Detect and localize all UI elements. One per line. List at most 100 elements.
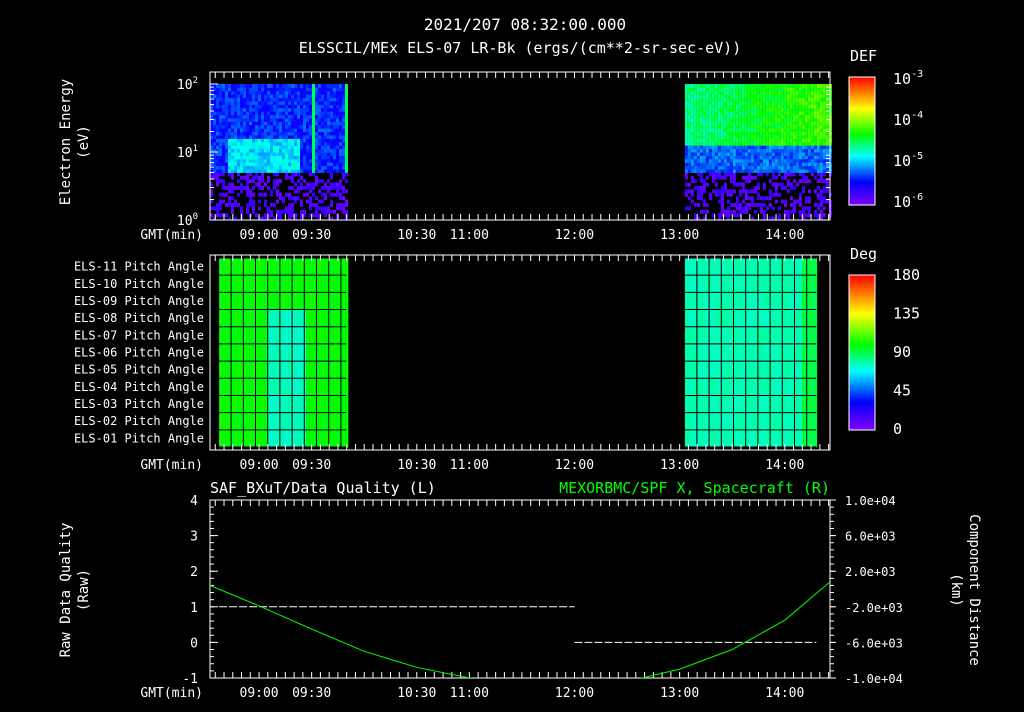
pitch-cell [693, 412, 698, 431]
spectrogram-cell [261, 131, 264, 136]
spectrogram-cell [780, 111, 784, 116]
spectrogram-cell [702, 100, 706, 105]
spectrogram-cell [231, 117, 234, 122]
spectrogram-cell [264, 97, 267, 102]
spectrogram-cell [810, 138, 814, 143]
pitch-cell [246, 395, 250, 414]
spectrogram-cell [327, 121, 330, 126]
spectrogram-cell [801, 168, 805, 173]
spectrogram-cell [321, 168, 324, 173]
spectrogram-cell [315, 128, 318, 133]
pitch-cell [774, 429, 779, 448]
spectrogram-cell [786, 155, 790, 160]
spectrogram-cell [741, 111, 745, 116]
pitch-cell [741, 309, 746, 328]
spectrogram-cell [813, 131, 817, 136]
spectrogram-cell [303, 155, 306, 160]
pitch-cell [309, 361, 313, 379]
spectrogram-cell [231, 145, 234, 150]
spectrogram-cell [303, 134, 306, 139]
spectrogram-cell [705, 100, 709, 105]
spectrogram-cell [771, 131, 775, 136]
spectrogram-cell [783, 199, 787, 204]
spectrogram-cell [720, 124, 724, 129]
spectrogram-cell [759, 100, 763, 105]
spectrogram-cell [750, 199, 754, 204]
spectrogram-cell [699, 145, 703, 150]
spectrogram-cell [318, 94, 321, 99]
spectrogram-cell [720, 107, 724, 112]
spectrogram-cell [759, 196, 763, 201]
spectrogram-cell [813, 138, 817, 143]
pitch-cell [750, 343, 755, 362]
spectrogram-cell [714, 175, 718, 180]
spectrogram-cell [777, 114, 781, 119]
pitch-cell [288, 412, 292, 431]
spectrogram-cell [705, 175, 709, 180]
spectrogram-cell [732, 162, 736, 167]
spectrogram-cell [741, 138, 745, 143]
spectrogram-cell [261, 155, 264, 160]
pitch-cell [789, 275, 794, 293]
spectrogram-cell [333, 117, 336, 122]
spectrogram-cell [258, 168, 261, 173]
spectrogram-cell [810, 90, 814, 95]
spectrogram-cell [780, 134, 784, 139]
pitch-cell [813, 412, 818, 431]
spectrogram-cell [777, 94, 781, 99]
spectrogram-cell [753, 202, 757, 207]
spectrogram-cell [687, 104, 691, 109]
pitch-cell [747, 326, 752, 345]
spectrogram-cell [282, 168, 285, 173]
spectrogram-cell [261, 216, 264, 221]
spectrogram-cell [699, 114, 703, 119]
spectrogram-cell [345, 148, 348, 153]
spectrogram-cell [738, 151, 742, 156]
spectrogram-cell [210, 192, 213, 197]
pitch-cell [702, 412, 707, 431]
spectrogram-cell [750, 87, 754, 92]
spectrogram-cell [690, 189, 694, 194]
spectrogram-cell [231, 209, 234, 214]
pitch-cell [771, 258, 776, 276]
spectrogram-cell [234, 107, 237, 112]
pitch-cell [702, 258, 707, 276]
spectrogram-cell [780, 83, 784, 88]
spectrogram-cell [288, 128, 291, 133]
spectrogram-cell [234, 155, 237, 160]
spectrogram-cell [786, 172, 790, 177]
spectrogram-cell [303, 213, 306, 218]
spectrogram-cell [318, 121, 321, 126]
spectrogram-cell [240, 138, 243, 143]
pitch-cell [750, 429, 755, 448]
pitch-cell [273, 309, 277, 328]
spectrogram-cell [765, 117, 769, 122]
spectrogram-cell [729, 114, 733, 119]
spectrogram-cell [774, 199, 778, 204]
pitch-row-label: ELS-02 Pitch Angle [74, 414, 204, 428]
spectrogram-cell [732, 107, 736, 112]
spectrogram-cell [312, 151, 315, 156]
spectrogram-cell [345, 90, 348, 95]
spectrogram-cell [297, 87, 300, 92]
pitch-cell [240, 343, 244, 362]
pitch-cell [240, 309, 244, 328]
pitch-cell [285, 326, 289, 345]
spectrogram-cell [705, 168, 709, 173]
spectrogram-cell [708, 83, 712, 88]
spectrogram-cell [333, 162, 336, 167]
spectrogram-cell [324, 104, 327, 109]
spectrogram-cell [258, 155, 261, 160]
spectrogram-cell [333, 128, 336, 133]
spectrogram-cell [720, 138, 724, 143]
spectrogram-cell [291, 202, 294, 207]
spectrogram-cell [252, 114, 255, 119]
spectrogram-cell [258, 124, 261, 129]
spectrogram-cell [810, 87, 814, 92]
spectrogram-cell [318, 148, 321, 153]
spectrogram-cell [807, 179, 811, 184]
spectrogram-cell [783, 100, 787, 105]
pitch-cell [798, 378, 803, 396]
pitch-cell [741, 429, 746, 448]
spectrogram-cell [315, 107, 318, 112]
